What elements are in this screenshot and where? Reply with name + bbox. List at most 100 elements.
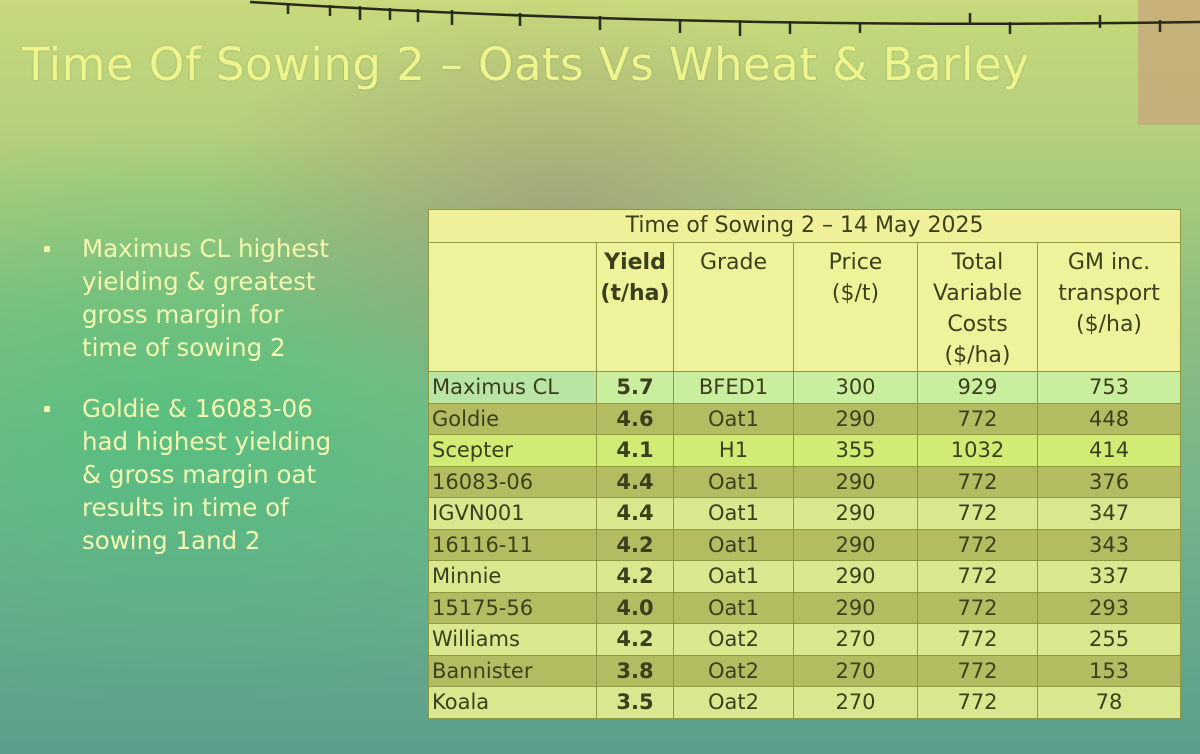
cell-yield: 4.0 [596,591,674,624]
table-row: Scepter 4.1 H1 355 1032 414 [428,434,1182,467]
cell-costs: 772 [917,560,1038,593]
table-row: Maximus CL 5.7 BFED1 300 929 753 [428,371,1182,404]
cell-price: 290 [793,497,918,530]
cell-costs: 929 [917,371,1038,404]
cell-variety: Goldie [428,402,597,435]
header-gm: GM inc. transport ($/ha) [1036,242,1182,372]
cell-price: 355 [793,434,918,467]
cell-gm: 753 [1036,371,1182,404]
cell-yield: 4.6 [596,402,674,435]
table-row: 15175-56 4.0 Oat1 290 772 293 [428,591,1182,624]
cell-gm: 376 [1036,465,1182,498]
table-row: Koala 3.5 Oat2 270 772 78 [428,686,1182,719]
cell-price: 270 [793,686,918,719]
cell-grade: Oat1 [673,591,794,624]
cell-variety: 16083-06 [428,465,597,498]
cell-costs: 772 [917,497,1038,530]
slide-title: Time Of Sowing 2 – Oats Vs Wheat & Barle… [22,38,1030,91]
cell-grade: Oat2 [673,623,794,656]
cell-yield: 4.2 [596,528,674,561]
header-gm-unit: ($/ha) [1076,312,1143,337]
cell-variety: 16116-11 [428,528,597,561]
header-costs-line: Variable [932,281,1023,306]
bullet-marker-icon [44,246,50,252]
cell-costs: 772 [917,623,1038,656]
header-yield-unit: (t/ha) [600,281,670,306]
cell-costs: 772 [917,591,1038,624]
results-table: Time of Sowing 2 – 14 May 2025 Yield (t/… [427,209,1182,719]
cell-grade: Oat1 [673,497,794,530]
bullet-marker-icon [44,406,50,412]
cell-yield: 4.4 [596,497,674,530]
table-header-row: Yield (t/ha) Grade Price ($/t) Total Var… [428,242,1182,372]
header-grade-line: Grade [699,250,768,275]
background-corner-patch [1138,0,1200,125]
cell-price: 290 [793,591,918,624]
table-caption: Time of Sowing 2 – 14 May 2025 [427,209,1182,243]
cell-grade: Oat1 [673,528,794,561]
cell-grade: Oat1 [673,560,794,593]
header-costs-unit: ($/ha) [944,343,1011,368]
cell-grade: Oat2 [673,686,794,719]
cell-gm: 414 [1036,434,1182,467]
cell-costs: 1032 [917,434,1038,467]
header-variety [428,242,597,372]
cell-yield: 4.2 [596,560,674,593]
cell-price: 270 [793,623,918,656]
cell-gm: 448 [1036,402,1182,435]
header-gm-line: transport [1058,281,1160,306]
cell-costs: 772 [917,528,1038,561]
cell-grade: H1 [673,434,794,467]
cell-yield: 3.5 [596,686,674,719]
cell-costs: 772 [917,402,1038,435]
header-costs-line: Costs [947,312,1008,337]
header-yield: Yield (t/ha) [596,242,674,372]
bullet-list: Maximus CL highest yielding & greatest g… [40,232,400,585]
table-row: Goldie 4.6 Oat1 290 772 448 [428,402,1182,435]
header-price-line: Price [828,250,883,275]
cell-costs: 772 [917,465,1038,498]
table-row: IGVN001 4.4 Oat1 290 772 347 [428,497,1182,530]
cell-costs: 772 [917,686,1038,719]
cell-gm: 337 [1036,560,1182,593]
cell-gm: 153 [1036,654,1182,687]
cell-grade: BFED1 [673,371,794,404]
header-yield-line: Yield [604,250,666,275]
cell-variety: Bannister [428,654,597,687]
table-row: Bannister 3.8 Oat2 270 772 153 [428,654,1182,687]
cell-yield: 3.8 [596,654,674,687]
cell-gm: 347 [1036,497,1182,530]
string-lights-decoration [249,0,1200,36]
bullet-item: Maximus CL highest yielding & greatest g… [40,232,400,364]
cell-price: 290 [793,528,918,561]
header-costs-line: Total [951,250,1004,275]
header-price: Price ($/t) [793,242,918,372]
cell-price: 300 [793,371,918,404]
table-row: Williams 4.2 Oat2 270 772 255 [428,623,1182,656]
cell-price: 270 [793,654,918,687]
cell-gm: 343 [1036,528,1182,561]
cell-gm: 78 [1036,686,1182,719]
bullet-item: Goldie & 16083-06 had highest yielding &… [40,392,400,557]
cell-grade: Oat2 [673,654,794,687]
bullet-text: Maximus CL highest yielding & greatest g… [82,234,329,362]
bullet-text: Goldie & 16083-06 had highest yielding &… [82,394,332,555]
results-table-container: Time of Sowing 2 – 14 May 2025 Yield (t/… [427,209,1182,719]
cell-variety: Scepter [428,434,597,467]
header-gm-line: GM inc. [1067,250,1151,275]
cell-grade: Oat1 [673,402,794,435]
cell-costs: 772 [917,654,1038,687]
header-price-unit: ($/t) [831,281,880,306]
table-row: 16083-06 4.4 Oat1 290 772 376 [428,465,1182,498]
cell-yield: 5.7 [596,371,674,404]
cell-gm: 293 [1036,591,1182,624]
cell-variety: Maximus CL [428,371,597,404]
table-row: 16116-11 4.2 Oat1 290 772 343 [428,528,1182,561]
cell-yield: 4.1 [596,434,674,467]
cell-variety: 15175-56 [428,591,597,624]
cell-price: 290 [793,560,918,593]
cell-variety: Koala [428,686,597,719]
cell-variety: Williams [428,623,597,656]
header-costs: Total Variable Costs ($/ha) [917,242,1038,372]
table-row: Minnie 4.2 Oat1 290 772 337 [428,560,1182,593]
